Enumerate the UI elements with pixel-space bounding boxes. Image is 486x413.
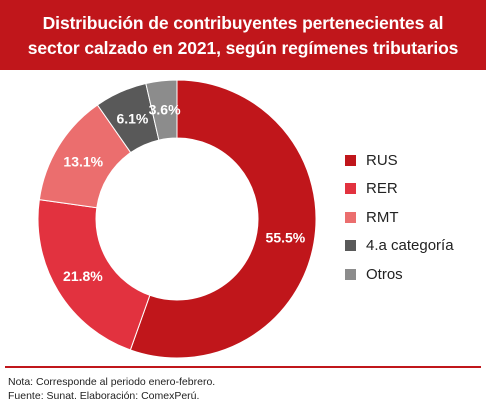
donut-slice-otros [145, 79, 178, 141]
data-label-rmt: 13.1% [63, 153, 103, 169]
donut-slice-rus [129, 79, 317, 359]
legend-swatch-otros [345, 268, 356, 280]
chart-notes: Nota: Corresponde al periodo enero-febre… [8, 375, 215, 403]
donut-slice-rer [37, 199, 151, 351]
legend-label-rmt: RMT [366, 208, 399, 226]
legend-item-rmt: RMT [345, 203, 454, 232]
legend-item-rer: RER [345, 175, 454, 204]
legend-label-rer: RER [366, 180, 398, 198]
legend-swatch-4a-categoria [345, 240, 356, 252]
chart-title-banner: Distribución de contribuyentes perteneci… [0, 0, 486, 70]
legend-item-otros: Otros [345, 260, 454, 289]
data-label-rer: 21.8% [63, 268, 103, 284]
data-label-rus: 55.5% [266, 230, 306, 246]
legend-label-rus: RUS [366, 151, 398, 169]
data-label-otros: 3.6% [149, 102, 181, 118]
legend-swatch-rer [345, 183, 356, 195]
legend-swatch-rus [345, 154, 356, 166]
legend-item-rus: RUS [345, 146, 454, 175]
chart-legend: RUS RER RMT 4.a categoría Otros [345, 146, 454, 289]
note-text: Nota: Corresponde al periodo enero-febre… [8, 376, 216, 388]
legend-label-4a-categoria: 4.a categoría [366, 237, 454, 255]
legend-label-otros: Otros [366, 265, 403, 283]
chart-title-line-1: Distribución de contribuyentes perteneci… [42, 13, 444, 33]
source-text: Fuente: Sunat. Elaboración: ComexPerú. [8, 390, 200, 402]
chart-title-line-2: sector calzado en 2021, según regímenes … [27, 38, 459, 58]
legend-swatch-rmt [345, 211, 356, 223]
footer-divider [5, 366, 481, 368]
data-label-4a-categoria: 6.1% [116, 110, 148, 126]
donut-chart: 55.5% 21.8% 13.1% 6.1%3.6% [37, 79, 317, 359]
legend-item-4a-categoria: 4.a categoría [345, 232, 454, 261]
